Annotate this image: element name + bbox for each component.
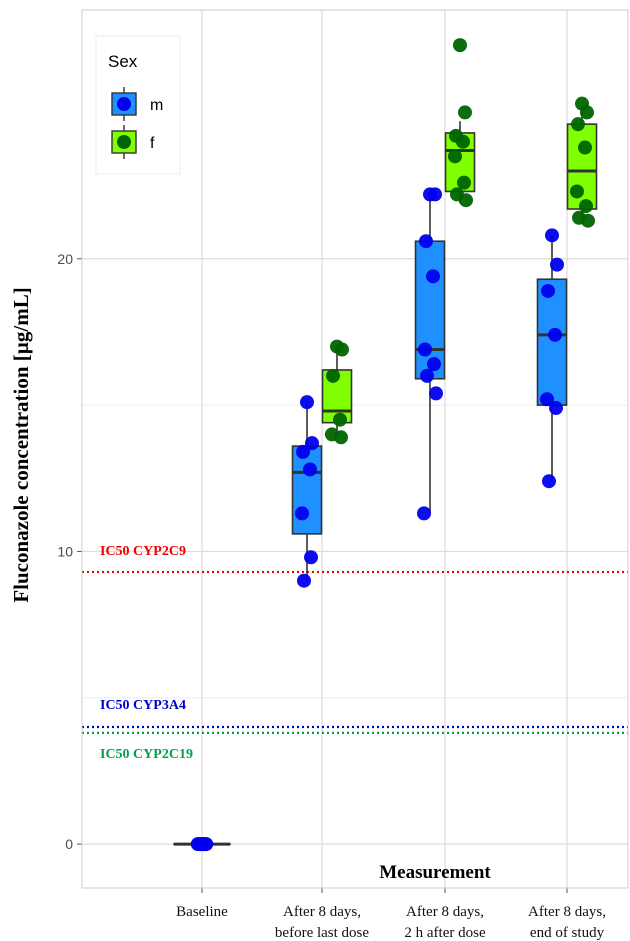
data-point-m — [540, 392, 554, 407]
data-point-m — [295, 506, 309, 521]
legend-entry-label: f — [150, 135, 155, 152]
data-point-m — [296, 444, 310, 459]
data-point-f — [457, 175, 471, 190]
data-point-m — [545, 228, 559, 243]
data-point-f — [333, 412, 347, 427]
box-iqr — [536, 278, 568, 406]
data-point-f — [335, 342, 349, 357]
data-point-f — [578, 140, 592, 155]
data-point-m — [419, 234, 433, 249]
data-point-m — [417, 506, 431, 521]
data-point-f — [458, 105, 472, 120]
data-point-f — [453, 38, 467, 53]
data-point-m — [300, 395, 314, 410]
data-point-m — [550, 257, 564, 272]
point-layer — [190, 38, 595, 852]
data-point-f — [459, 193, 473, 208]
x-tick-label-line2: 2 h after dose — [404, 925, 486, 941]
legend: Sex m f — [95, 35, 181, 175]
data-point-m — [549, 401, 563, 416]
x-axis-ticks: Baseline After 8 days, before last dose Aft… — [176, 888, 606, 941]
x-tick-label-line1: Baseline — [176, 904, 228, 920]
data-point-m — [304, 550, 318, 565]
data-point-m — [420, 368, 434, 383]
y-tick-label: 0 — [65, 836, 73, 852]
data-point-m — [428, 187, 442, 202]
data-point-m — [426, 269, 440, 284]
data-point-f — [570, 184, 584, 199]
legend-key-point — [117, 135, 131, 149]
legend-title: Sex — [108, 52, 138, 71]
reference-line-label: IC50 CYP2C19 — [100, 747, 193, 762]
x-tick-label-line2: end of study — [530, 925, 605, 941]
data-point-f — [456, 134, 470, 149]
data-point-m — [427, 357, 441, 372]
data-point-f — [326, 368, 340, 383]
reference-line-label: IC50 CYP3A4 — [100, 698, 186, 713]
box-iqr — [414, 240, 446, 380]
data-point-m — [542, 474, 556, 489]
legend-background — [95, 35, 181, 175]
data-point-f — [334, 430, 348, 445]
y-axis-label: Fluconazole concentration [µg/mL] — [9, 287, 33, 602]
data-point-m — [297, 573, 311, 588]
x-tick-label-line1: After 8 days, — [406, 904, 484, 920]
x-tick-label-line1: After 8 days, — [528, 904, 606, 920]
y-tick-label: 20 — [57, 251, 73, 267]
y-axis-ticks: 0 10 20 — [57, 251, 82, 852]
data-point-m — [199, 837, 214, 852]
x-tick-label-line2: before last dose — [275, 925, 369, 941]
data-point-m — [548, 327, 562, 342]
box-iqr — [291, 445, 323, 535]
legend-entry-label: m — [150, 97, 163, 114]
data-point-m — [305, 436, 319, 451]
data-point-m — [541, 283, 555, 298]
y-tick-label: 10 — [57, 543, 73, 559]
x-axis-label: Measurement — [379, 862, 491, 883]
x-tick-label-line1: After 8 days, — [283, 904, 361, 920]
data-point-f — [571, 117, 585, 132]
data-point-m — [429, 386, 443, 401]
data-point-f — [581, 213, 595, 228]
data-point-m — [418, 342, 432, 357]
legend-key-point — [117, 97, 131, 111]
panel-border — [81, 9, 629, 889]
data-point-f — [580, 105, 594, 120]
data-point-f — [579, 199, 593, 214]
reference-lines: IC50 CYP2C9 IC50 CYP3A4 IC50 CYP2C19 — [82, 544, 628, 762]
data-point-m — [303, 462, 317, 477]
data-point-f — [448, 149, 462, 164]
reference-line-label: IC50 CYP2C9 — [100, 544, 186, 559]
